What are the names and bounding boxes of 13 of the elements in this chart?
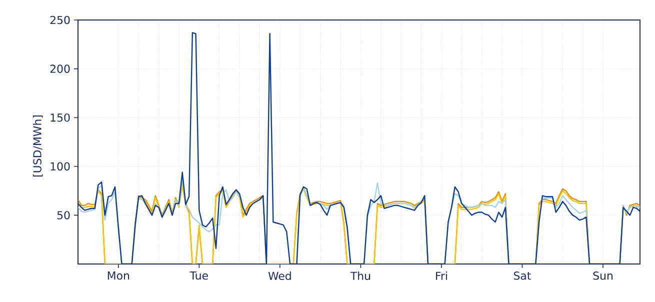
- x-tick-label: Thu: [350, 272, 370, 280]
- y-tick-label: 250: [50, 16, 70, 24]
- y-axis-title: [USD/MWh]: [32, 115, 43, 177]
- x-tick-label: Sat: [514, 272, 531, 280]
- y-tick-label: 50: [57, 211, 70, 220]
- x-tick-label: Wed: [268, 272, 291, 280]
- x-tick-label: Fri: [436, 272, 447, 280]
- x-tick-label: Sun: [593, 272, 612, 280]
- y-tick-label: 150: [50, 113, 70, 122]
- y-tick-label: 100: [50, 162, 70, 171]
- x-tick-label: Mon: [108, 272, 130, 280]
- x-tick-label: Tue: [190, 272, 208, 280]
- y-tick-label: 200: [50, 64, 70, 73]
